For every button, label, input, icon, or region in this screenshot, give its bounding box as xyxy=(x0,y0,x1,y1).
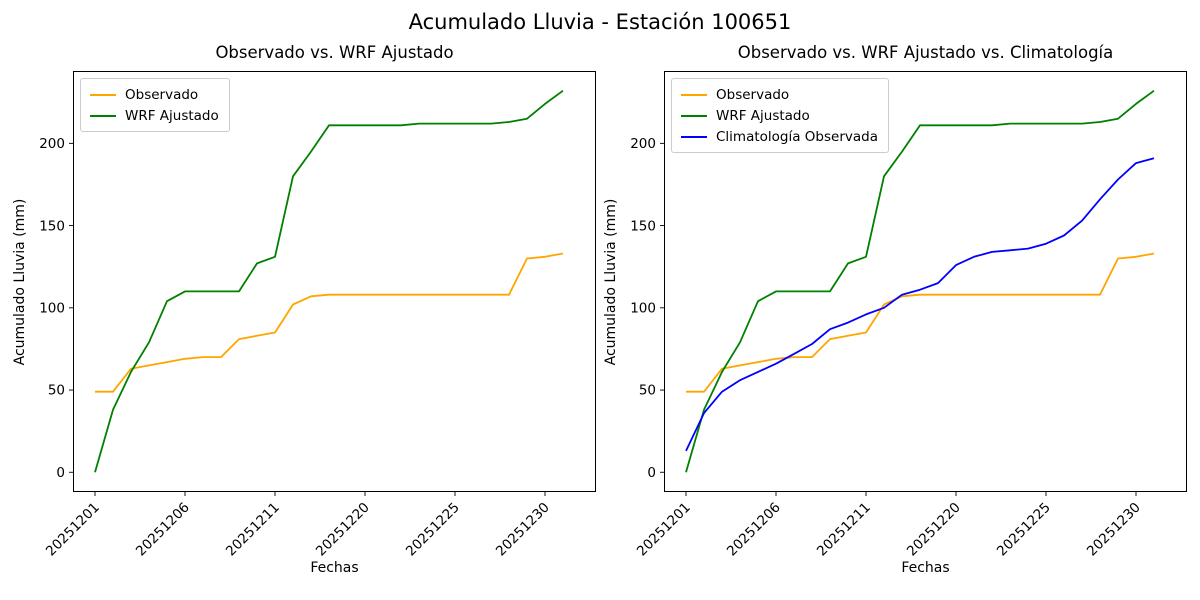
series-line-climatología-observada xyxy=(685,157,1155,452)
axes-frame xyxy=(664,71,1187,492)
legend-line-swatch xyxy=(681,114,707,117)
legend-item: Observado xyxy=(681,84,878,105)
subplot-observado-wrf: Observado vs. WRF Ajustado Acumulado Llu… xyxy=(12,43,596,576)
y-tick-label: 0 xyxy=(647,465,656,481)
y-tick-label: 100 xyxy=(39,301,65,317)
y-tick-label: 50 xyxy=(639,383,656,399)
legend: Observado WRF Ajustado xyxy=(80,78,230,132)
series-line-observado xyxy=(686,252,1155,393)
legend-item: WRF Ajustado xyxy=(681,105,878,126)
subplot-title: Observado vs. WRF Ajustado xyxy=(215,43,454,62)
legend-label: Climatología Observada xyxy=(716,128,878,145)
x-tick-label: 20251230 xyxy=(1084,500,1144,560)
y-axis-label: Acumulado Lluvia (mm) xyxy=(12,198,28,365)
legend-item: WRF Ajustado xyxy=(90,105,219,126)
series-line-wrf-ajustado xyxy=(685,89,1155,473)
series-line-observado xyxy=(95,252,564,393)
x-tick-label: 20251201 xyxy=(43,500,103,560)
legend-line-swatch xyxy=(90,93,116,96)
x-tick-label: 20251230 xyxy=(493,500,553,560)
figure-title: Acumulado Lluvia - Estación 100651 xyxy=(408,10,792,34)
y-tick-label: 0 xyxy=(56,465,65,481)
legend-label: WRF Ajustado xyxy=(716,107,810,124)
y-tick-label: 100 xyxy=(630,301,656,317)
legend-label: Observado xyxy=(125,86,199,103)
x-tick-label: 20251220 xyxy=(904,500,964,560)
x-tick-label: 20251225 xyxy=(994,500,1054,560)
legend-label: WRF Ajustado xyxy=(125,107,219,124)
plot-area: 0 50 100 150 200 20251201 20251206 20251211 2025… xyxy=(39,71,596,559)
x-tick-label: 20251206 xyxy=(133,500,193,560)
y-tick-label: 150 xyxy=(630,218,656,234)
axes-frame xyxy=(73,71,596,492)
legend-line-swatch xyxy=(681,93,707,96)
legend-line-swatch xyxy=(90,114,116,117)
y-tick-label: 200 xyxy=(39,136,65,152)
subplot-title: Observado vs. WRF Ajustado vs. Climatolo… xyxy=(737,43,1114,62)
y-tick-label: 50 xyxy=(48,383,65,399)
legend-item: Observado xyxy=(90,84,219,105)
x-tick-label: 20251211 xyxy=(223,500,283,560)
x-tick-label: 20251225 xyxy=(403,500,463,560)
legend: Observado WRF Ajustado Climatología Observ… xyxy=(671,78,889,153)
x-tick-label: 20251220 xyxy=(313,500,373,560)
y-tick-label: 200 xyxy=(630,136,656,152)
legend-line-swatch xyxy=(681,135,707,138)
x-axis-label: Fechas xyxy=(310,560,359,576)
subplot-observado-wrf-climatologia: Observado vs. WRF Ajustado vs. Climatolo… xyxy=(603,43,1187,576)
x-tick-label: 20251211 xyxy=(814,500,874,560)
x-axis-label: Fechas xyxy=(901,560,950,576)
legend-label: Observado xyxy=(716,86,790,103)
x-tick-label: 20251206 xyxy=(724,500,784,560)
y-axis-label: Acumulado Lluvia (mm) xyxy=(603,198,619,365)
y-tick-label: 150 xyxy=(39,218,65,234)
x-tick-label: 20251201 xyxy=(634,500,694,560)
series-line-wrf-ajustado xyxy=(94,89,564,473)
legend-item: Climatología Observada xyxy=(681,126,878,147)
